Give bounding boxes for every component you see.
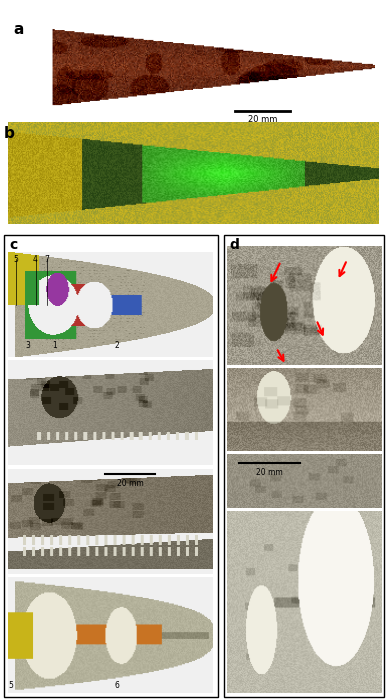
- Text: 1: 1: [52, 341, 57, 350]
- Text: b: b: [4, 126, 15, 141]
- Text: 20 mm: 20 mm: [117, 480, 144, 489]
- Text: 4: 4: [33, 256, 38, 265]
- Text: 3: 3: [25, 341, 30, 350]
- Text: 20 mm: 20 mm: [256, 468, 283, 477]
- Text: 6: 6: [114, 680, 119, 690]
- Text: 2: 2: [114, 341, 119, 350]
- Text: 5: 5: [14, 256, 19, 265]
- Text: c: c: [9, 238, 17, 252]
- Bar: [224, 234, 384, 696]
- Text: a: a: [14, 22, 24, 37]
- Text: 7: 7: [45, 256, 49, 265]
- Text: 20 mm: 20 mm: [248, 115, 277, 124]
- Text: 5: 5: [8, 680, 13, 690]
- Text: d: d: [229, 238, 239, 252]
- Bar: [4, 234, 218, 696]
